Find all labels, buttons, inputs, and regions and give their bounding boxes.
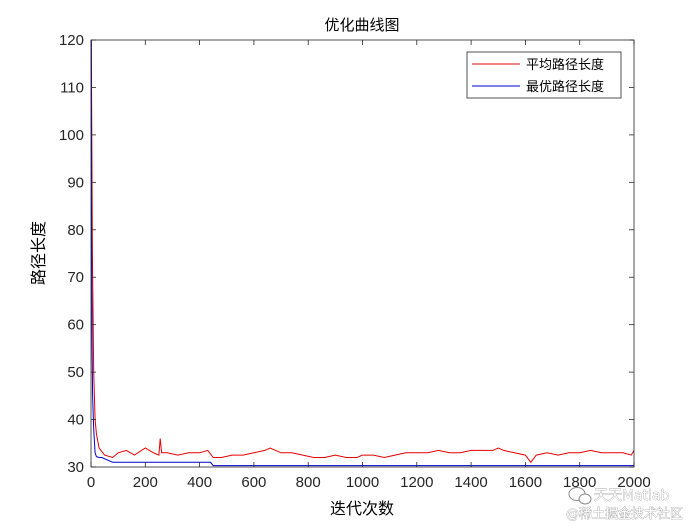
legend: 平均路径长度 最优路径长度	[466, 51, 622, 99]
x-tick-label: 1400	[454, 474, 487, 491]
x-axis-label: 迭代次数	[330, 499, 394, 518]
watermark: 天天Matlab @稀土掘金技术社区	[566, 487, 683, 522]
y-tick-label: 90	[67, 174, 84, 191]
x-tick-label: 1000	[346, 474, 379, 491]
x-tick-label: 200	[133, 474, 158, 491]
x-tick-label: 1200	[400, 474, 433, 491]
plot-area	[91, 40, 634, 467]
x-tick-label: 600	[241, 474, 266, 491]
watermark-line2: @稀土掘金技术社区	[566, 506, 683, 522]
y-axis-label: 路径长度	[29, 221, 48, 285]
y-tick-label: 120	[59, 32, 84, 49]
y-tick-label: 40	[67, 412, 84, 429]
y-tick-label: 80	[67, 222, 84, 239]
x-tick-label: 1600	[509, 474, 542, 491]
series-layer	[90, 39, 635, 467]
ticks-layer: 0 200 400 600 800 1000 1200 1400 1600 1800 2000 30 4…	[59, 32, 651, 491]
legend-box	[466, 51, 622, 99]
wechat-icon	[568, 487, 592, 505]
chart-title: 优化曲线图	[324, 16, 399, 34]
legend-label-average: 平均路径长度	[526, 57, 604, 73]
x-tick-label: 1800	[563, 474, 596, 491]
y-tick-label: 30	[67, 459, 84, 476]
watermark-line1: 天天Matlab	[594, 488, 670, 504]
y-tick-label: 100	[59, 127, 84, 144]
legend-label-best: 最优路径长度	[526, 79, 604, 95]
y-tick-label: 50	[67, 364, 84, 381]
series-line-best	[90, 39, 634, 467]
y-tick-label: 110	[60, 79, 84, 96]
x-tick-label: 2000	[617, 474, 650, 491]
x-tick-label: 0	[87, 474, 95, 491]
series-line-average	[90, 39, 635, 464]
x-tick-label: 800	[296, 474, 321, 491]
y-tick-label: 70	[67, 269, 84, 286]
x-tick-label: 400	[187, 474, 212, 491]
y-tick-label: 60	[67, 317, 84, 334]
